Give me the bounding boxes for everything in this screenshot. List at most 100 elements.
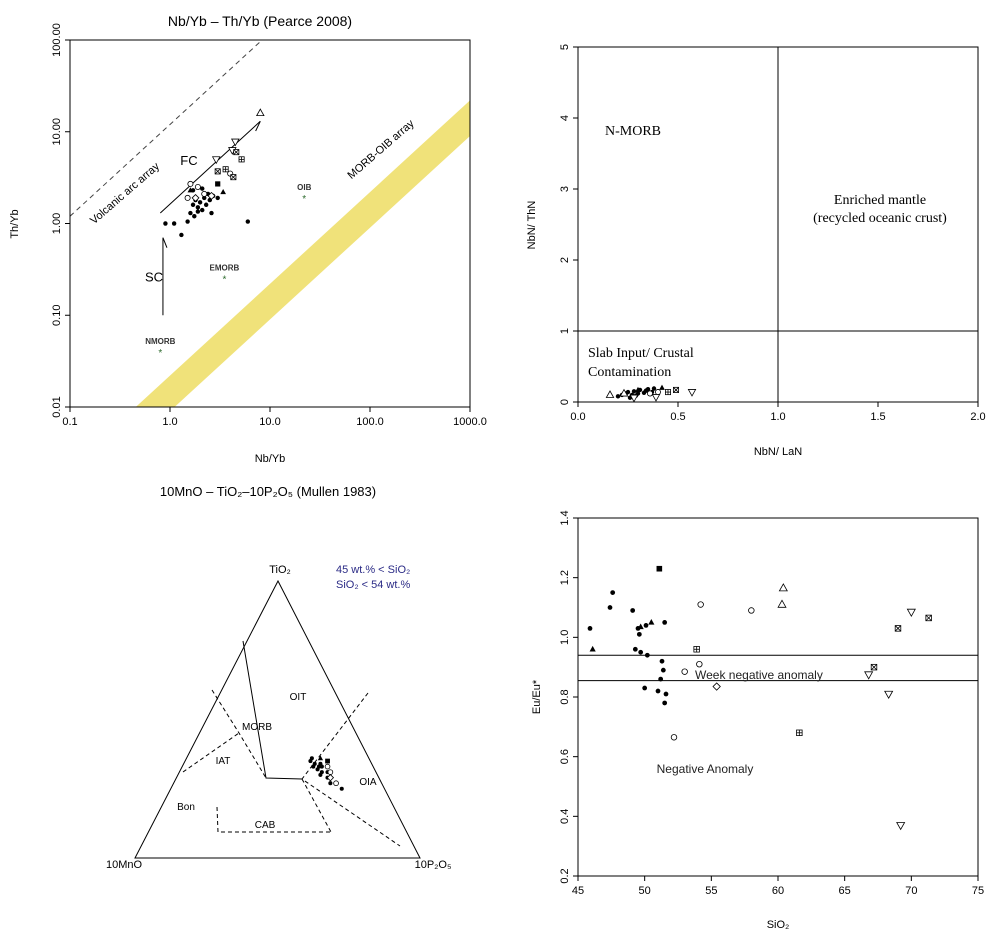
nb-la-th-y-tick-label: 2 [559, 257, 571, 263]
data-point [712, 682, 721, 691]
data-point [215, 195, 220, 201]
data-point [777, 599, 787, 608]
mullen-data-points [308, 755, 344, 791]
data-point [647, 390, 654, 397]
data-point [587, 626, 593, 631]
data-point [163, 221, 168, 226]
pearce-reference-points: * NMORB * EMORB * OIB [145, 183, 311, 359]
data-point [615, 394, 621, 399]
data-point [207, 191, 216, 200]
sio2-x-axis-label: SiO₂ [767, 919, 790, 931]
data-point [201, 190, 208, 197]
data-point [648, 619, 655, 625]
oit-field-label: OIT [290, 692, 307, 703]
data-point [188, 210, 193, 216]
nb-la-th-x-tick-label: 0.0 [570, 411, 585, 423]
data-point [327, 769, 334, 775]
data-point [658, 676, 664, 682]
nb-th-y-axis-label: NbN/ ThN [526, 201, 538, 250]
enriched-mantle-label-line2: (recycled oceanic crust) [813, 211, 947, 226]
nb-la-th-x-tick-label: 1.0 [770, 411, 785, 423]
data-point [645, 387, 651, 392]
iat-boundary-dashed [182, 732, 240, 773]
data-point [318, 761, 323, 766]
data-point [230, 174, 237, 181]
data-point [607, 605, 613, 610]
data-point [610, 590, 616, 595]
eu-x-tick-label: 60 [772, 885, 784, 897]
data-point [662, 620, 668, 625]
cab-boundary-dashed [216, 806, 331, 833]
data-point [884, 690, 894, 700]
data-point [642, 685, 648, 691]
data-point [925, 614, 932, 622]
data-point [663, 691, 669, 697]
data-point [629, 394, 639, 403]
mullen-title: 10MnO – TiO₂–10P₂O₅ (Mullen 1983) [160, 484, 376, 499]
data-point [317, 755, 324, 761]
pearce-y-tick-label: 0.01 [51, 396, 63, 417]
vector-label: FC [180, 153, 197, 168]
data-point [870, 663, 878, 671]
data-point [220, 188, 227, 195]
data-point [605, 390, 615, 398]
eu-y-tick-label: 0.8 [559, 689, 571, 704]
data-point [619, 388, 629, 397]
data-point [643, 623, 649, 628]
eu-y-tick-label: 0.6 [559, 749, 571, 764]
data-point [245, 219, 251, 224]
oia-field-label: OIA [359, 777, 377, 788]
data-point [195, 205, 201, 210]
silica-range-note: 45 wt.% < SiO₂ [336, 564, 410, 576]
data-point [906, 608, 916, 617]
data-point [214, 168, 221, 175]
data-point [184, 194, 191, 201]
data-point [659, 658, 665, 664]
reference-star: * [222, 275, 226, 286]
tio2-vertex-label: TiO₂ [269, 564, 291, 576]
data-point [697, 601, 704, 608]
enriched-mantle-label: Enriched mantle [834, 193, 926, 208]
oit-boundary [242, 640, 303, 780]
volcanic-arc-array-label: Volcanic arc array [88, 160, 162, 227]
eu-x-tick-label: 70 [905, 885, 917, 897]
nb-la-th-y-tick-label: 1 [559, 328, 571, 334]
eu-plot-frame [577, 517, 979, 877]
pearce-vectors: FC SC [145, 120, 261, 316]
reference-label: OIB [297, 183, 311, 192]
mullen-ternary: 10MnO – TiO₂–10P₂O₅ (Mullen 1983) TiO₂ 1… [106, 484, 451, 871]
data-point [778, 583, 788, 592]
data-point [748, 607, 755, 614]
pearce-data-points [163, 108, 265, 238]
pearce-y-tick-label: 1.00 [51, 213, 63, 234]
pearce-y-tick-label: 100.00 [51, 23, 63, 57]
data-point [311, 764, 316, 769]
data-point [693, 646, 700, 653]
data-point [326, 773, 335, 782]
data-point [656, 565, 663, 572]
morb-field-label: MORB [242, 722, 272, 733]
data-point [687, 389, 697, 397]
data-point [238, 156, 245, 163]
data-point [894, 625, 902, 632]
data-point [796, 729, 803, 736]
eu-x-tick-label: 50 [639, 885, 651, 897]
volcanic-arc-array-line [70, 40, 263, 217]
data-point [630, 608, 636, 613]
data-point [659, 384, 665, 390]
pearce-y-axis-label: Th/Yb [9, 209, 21, 238]
data-point [255, 108, 265, 117]
data-point [638, 649, 644, 655]
morb-boundary-dashed [211, 689, 267, 779]
reference-label: NMORB [145, 337, 175, 346]
data-point [233, 149, 240, 156]
data-point [651, 394, 661, 402]
eu-y-tick-label: 0.2 [559, 868, 571, 883]
data-point [673, 386, 680, 393]
nb-la-th-x-tick-label: 2.0 [970, 411, 985, 423]
vector-fc: FC [159, 120, 261, 214]
slab-input-label-line2: Contamination [588, 365, 671, 380]
ternary-field-boundaries [182, 640, 401, 847]
eu-y-tick-label: 1.0 [559, 630, 571, 645]
eu-x-tick-label: 65 [839, 885, 851, 897]
